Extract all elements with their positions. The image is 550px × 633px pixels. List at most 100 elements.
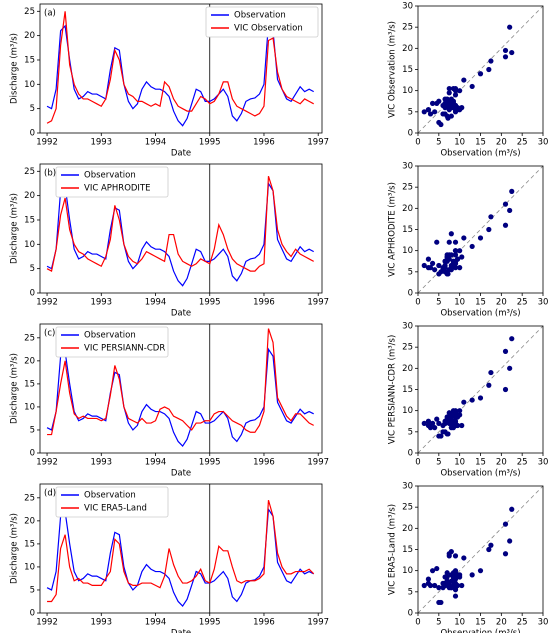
x-tick-label: 1994: [145, 458, 167, 468]
scatter-point: [445, 431, 451, 437]
x-tick-label: 1997: [307, 298, 329, 308]
x-tick-label: 1995: [199, 298, 221, 308]
scatter-point: [432, 582, 438, 589]
x-axis-label: Observation (m³/s): [440, 469, 520, 479]
scatter-point: [448, 414, 454, 420]
scatter-point: [444, 570, 450, 576]
scatter-point: [509, 188, 515, 194]
series-line: [46, 11, 314, 124]
x-tick-label: 15: [475, 298, 486, 308]
scatter-point: [448, 549, 454, 555]
x-tick-label: 0: [415, 458, 420, 468]
y-tick-label: 5: [30, 264, 35, 274]
scatter-point: [457, 408, 463, 414]
scatter-point: [459, 422, 465, 429]
x-tick-label: 1994: [145, 138, 167, 148]
y-tick-label: 15: [24, 215, 35, 225]
y-tick-label: 0: [408, 129, 413, 139]
scatter-point: [502, 54, 509, 60]
series-line: [47, 328, 314, 436]
scatter-point: [507, 365, 513, 371]
legend-box: [55, 166, 169, 198]
y-tick-label: 20: [402, 524, 413, 534]
scatter-point: [477, 568, 484, 574]
plot-frame: [417, 5, 544, 134]
x-tick-label: 0: [415, 138, 420, 148]
scatter-point: [477, 71, 484, 77]
scatter-point: [436, 271, 442, 277]
scatter-point: [429, 260, 436, 266]
scatter-point: [486, 66, 492, 73]
x-tick-label: 25: [517, 618, 528, 628]
scatter-point: [436, 262, 442, 269]
scatter-point: [434, 416, 440, 422]
scatter-point: [502, 222, 509, 228]
panel-label: (b): [44, 169, 56, 179]
y-axis-label: Discharge (m³/s): [10, 33, 20, 104]
scatter-point: [509, 49, 515, 56]
scatter-point: [486, 226, 492, 233]
scatter-point: [457, 88, 463, 94]
plot-frame: [39, 323, 323, 454]
scatter-point: [432, 109, 438, 115]
scatter-point: [509, 506, 515, 512]
scatter-point: [477, 235, 484, 241]
scatter-point: [459, 582, 465, 589]
x-tick-label: 1996: [253, 618, 275, 628]
y-tick-label: 5: [408, 107, 413, 117]
y-tick-label: 10: [24, 562, 35, 572]
x-axis-label: Observation (m³/s): [440, 629, 520, 633]
scatter-point: [452, 408, 459, 414]
one-to-one-line: [417, 325, 544, 454]
x-tick-label: 1992: [36, 618, 58, 628]
scatter-point: [445, 271, 451, 277]
scatter-point: [434, 565, 440, 572]
x-tick-label: 5: [436, 138, 441, 148]
y-tick-label: 25: [402, 343, 413, 353]
x-tick-label: 1992: [36, 138, 58, 148]
y-axis-label: VIC PERSIANN-CDR (m³/s): [388, 335, 398, 445]
scatter-point: [502, 386, 509, 393]
scatter-point: [469, 83, 475, 90]
y-tick-label: 25: [24, 7, 35, 17]
y-tick-label: 20: [24, 191, 35, 201]
x-tick-label: 30: [538, 618, 549, 628]
scatter-point: [448, 252, 454, 258]
panel-label: (a): [44, 9, 56, 19]
scatter-point: [454, 256, 461, 262]
scatter-point: [452, 587, 459, 593]
scatter-point: [434, 239, 440, 245]
x-tick-label: 25: [517, 298, 528, 308]
legend-label: VIC Observation: [234, 24, 303, 34]
scatter-point: [436, 599, 442, 606]
y-tick-label: 5: [408, 427, 413, 437]
scatter-point: [469, 397, 475, 403]
scatter-point: [452, 553, 459, 559]
x-tick-label: 1992: [36, 298, 58, 308]
scatter-point: [429, 568, 436, 574]
scatter-point: [421, 109, 427, 115]
legend-box: [55, 486, 169, 518]
scatter-point: [425, 418, 432, 424]
scatter-point: [459, 254, 465, 260]
legend-label: VIC ERA5-Land: [84, 504, 147, 514]
legend-box: [55, 326, 169, 358]
y-tick-label: 20: [402, 364, 413, 374]
scatter-point: [452, 593, 459, 599]
scatter-point: [486, 382, 492, 388]
scatter-point: [436, 119, 442, 126]
scatter-point: [446, 85, 452, 92]
y-axis-label: VIC Observation (m³/s): [388, 21, 398, 118]
y-tick-label: 25: [24, 493, 35, 503]
scatter-point: [421, 420, 427, 426]
y-tick-label: 10: [402, 246, 413, 256]
x-tick-label: 10: [454, 458, 465, 468]
scatter-point: [502, 47, 509, 54]
scatter-point: [452, 85, 459, 92]
x-tick-label: 15: [475, 618, 486, 628]
scatter-point: [432, 425, 438, 431]
x-tick-label: 20: [496, 138, 507, 148]
x-tick-label: 20: [496, 458, 507, 468]
x-tick-label: 1994: [145, 618, 167, 628]
